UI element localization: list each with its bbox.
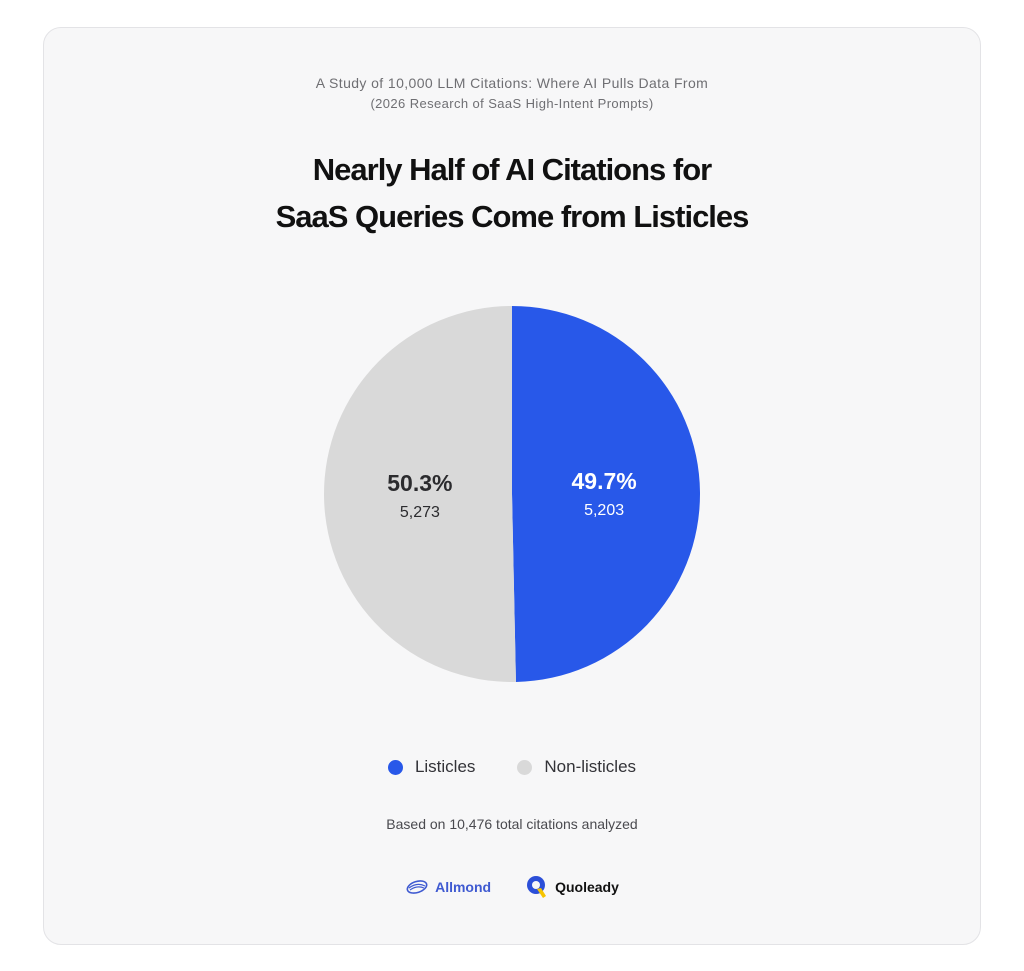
pie-percent-label-non-listicles: 50.3% (387, 470, 452, 496)
study-subtitle: A Study of 10,000 LLM Citations: Where A… (315, 75, 709, 91)
brand-logos: Allmond Quoleady (44, 874, 980, 900)
footnote: Based on 10,476 total citations analyzed (386, 816, 638, 832)
pie-chart: 49.7% 5,203 50.3% 5,273 (323, 306, 700, 682)
quoleady-logo-text: Quoleady (555, 879, 619, 895)
allmond-logo-icon (406, 880, 428, 894)
chart-title-line-2: SaaS Queries Come from Listicles (275, 199, 750, 234)
pie-percent-label-listicles: 49.7% (572, 468, 637, 494)
legend-swatch-listicles (387, 759, 403, 775)
chart-title-line-1: Nearly Half of AI Citations for (312, 152, 712, 187)
legend-swatch-non-listicles (517, 759, 533, 775)
pie-slice-listicles (512, 306, 700, 682)
pie-slice-non-listicles (323, 306, 516, 682)
pie-value-label-non-listicles: 5,273 (400, 504, 440, 521)
legend-label-listicles: Listicles (414, 757, 476, 776)
chart-title: Nearly Half of AI Citations for SaaS Que… (44, 146, 980, 240)
pie-chart-area: 49.7% 5,203 50.3% 5,273 (322, 304, 702, 684)
allmond-logo-text: Allmond (435, 879, 492, 895)
study-subtitle-note: (2026 Research of SaaS High-Intent Promp… (370, 96, 654, 111)
allmond-logo: Allmond (405, 879, 491, 895)
legend-item-non-listicles: Non-listicles (517, 757, 636, 777)
chart-card: A Study of 10,000 LLM Citations: Where A… (43, 27, 981, 945)
quoleady-logo: Quoleady (525, 874, 619, 900)
legend-label-non-listicles: Non-listicles (544, 757, 637, 776)
chart-legend: Listicles Non-listicles (44, 757, 980, 777)
quoleady-logo-icon (527, 876, 547, 898)
pie-value-label-listicles: 5,203 (584, 502, 624, 519)
legend-item-listicles: Listicles (387, 757, 476, 777)
